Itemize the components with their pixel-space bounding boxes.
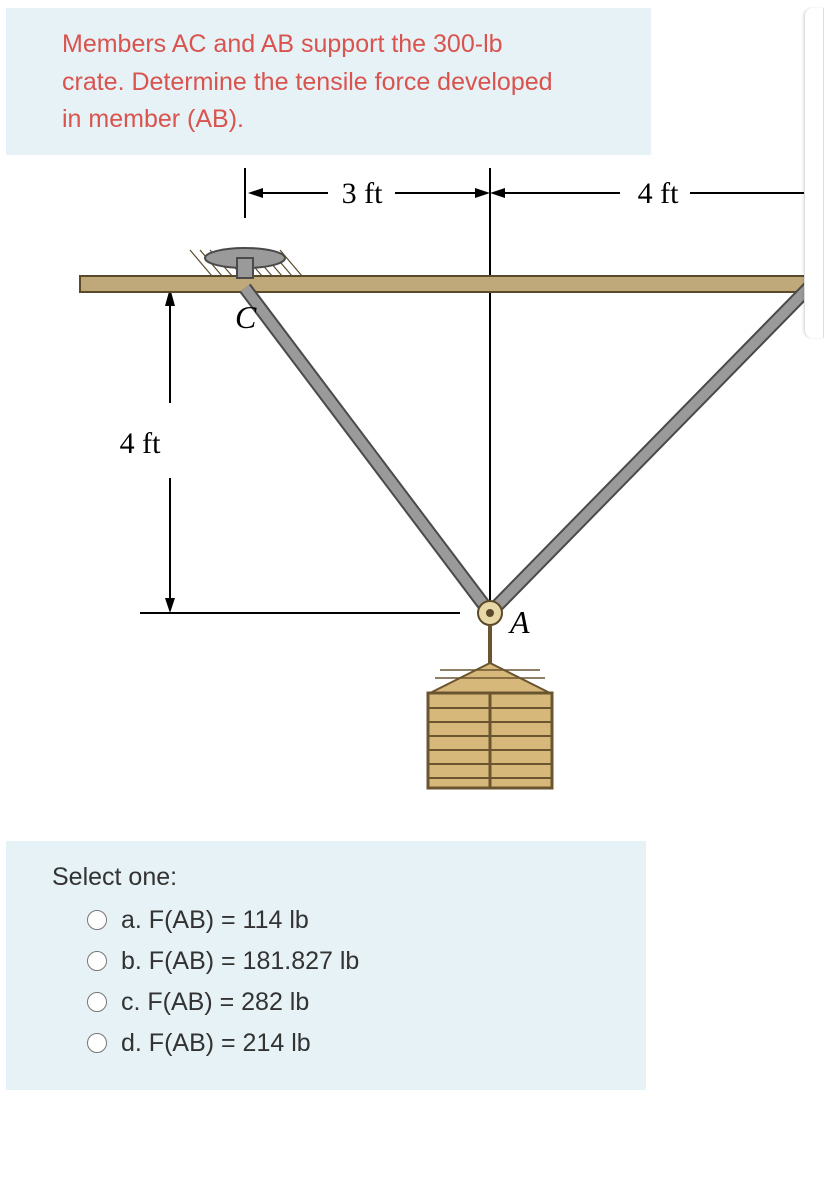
dim-4ft-top: 4 ft bbox=[638, 177, 679, 210]
dim-4ft-left: 4 ft bbox=[120, 427, 161, 460]
option-a-text: a. F(AB) = 114 lb bbox=[121, 906, 309, 935]
diagram-svg: 3 ft 4 ft 4 ft bbox=[40, 158, 824, 838]
label-C: C bbox=[235, 299, 257, 335]
question-line-3: in member (AB). bbox=[62, 101, 623, 139]
option-d-text: d. F(AB) = 214 lb bbox=[121, 1029, 311, 1058]
option-c-radio[interactable] bbox=[87, 992, 107, 1012]
answers-box: Select one: a. F(AB) = 114 lb b. F(AB) =… bbox=[6, 841, 646, 1090]
dim-3ft: 3 ft bbox=[342, 177, 383, 210]
question-line-1: Members AC and AB support the 300-lb bbox=[62, 26, 623, 64]
question-line-2: crate. Determine the tensile force devel… bbox=[62, 64, 623, 102]
option-row: b. F(AB) = 181.827 lb bbox=[52, 947, 626, 976]
figure-container: 3 ft 4 ft 4 ft bbox=[40, 158, 824, 838]
label-A: A bbox=[508, 604, 530, 640]
select-one-label: Select one: bbox=[52, 863, 626, 892]
option-row: d. F(AB) = 214 lb bbox=[52, 1029, 626, 1058]
question-box: Members AC and AB support the 300-lb cra… bbox=[6, 8, 651, 155]
option-row: a. F(AB) = 114 lb bbox=[52, 906, 626, 935]
option-row: c. F(AB) = 282 lb bbox=[52, 988, 626, 1017]
option-b-text: b. F(AB) = 181.827 lb bbox=[121, 947, 359, 976]
side-panel-edge bbox=[804, 8, 824, 338]
option-d-radio[interactable] bbox=[87, 1033, 107, 1053]
option-a-radio[interactable] bbox=[87, 910, 107, 930]
option-b-radio[interactable] bbox=[87, 951, 107, 971]
option-c-text: c. F(AB) = 282 lb bbox=[121, 988, 309, 1017]
